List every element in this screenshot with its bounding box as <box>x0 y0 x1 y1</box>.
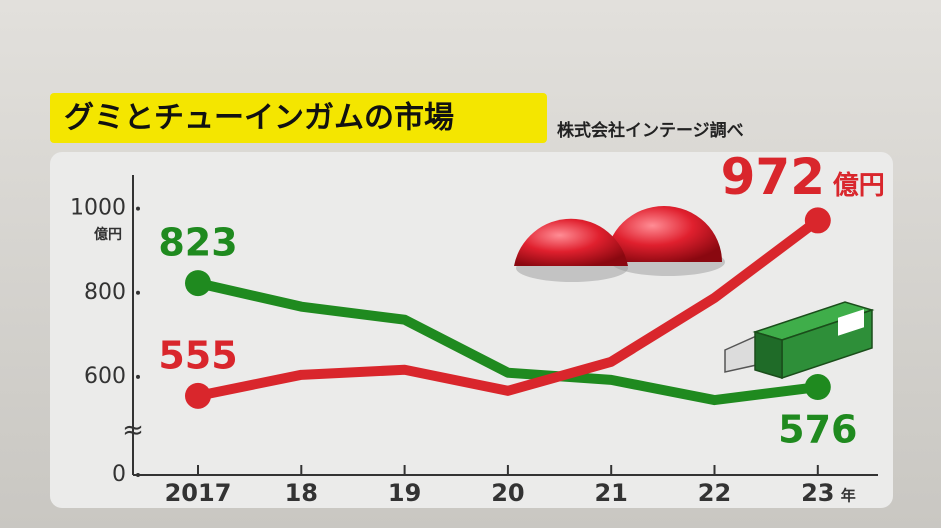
y-tick-label: 1000 <box>70 196 126 221</box>
x-tick-label: 20 <box>491 479 524 507</box>
x-tick-label: 2017 <box>165 479 232 507</box>
gum-illustration <box>724 301 875 380</box>
y-tick-label: 800 <box>84 280 126 305</box>
data-label-unit: 億円 <box>833 171 885 201</box>
x-tick-label: 22 <box>698 479 731 507</box>
axis-break: ≈ <box>122 416 144 446</box>
data-label: 823 <box>158 221 237 265</box>
series-line <box>196 278 819 406</box>
point <box>804 207 831 234</box>
y-tick <box>136 374 140 379</box>
x-tick-label: 18 <box>285 479 318 507</box>
gummy-illustration <box>514 206 725 282</box>
x-tick-label: 21 <box>594 479 627 507</box>
y-tick <box>136 290 140 295</box>
y-tick-label: 600 <box>84 364 126 389</box>
data-label: 576 <box>778 408 857 452</box>
x-unit: 年 <box>841 487 856 505</box>
y-tick <box>136 473 140 477</box>
point <box>185 382 211 409</box>
x-tick-label: 19 <box>388 479 421 507</box>
y-unit: 億円 <box>94 226 122 243</box>
data-label: 972 <box>721 148 825 206</box>
source: 株式会社インテージ調べ <box>557 120 744 141</box>
chart-title: グミとチューインガムの市場 <box>64 101 454 136</box>
point <box>185 270 211 297</box>
point <box>804 374 831 401</box>
series-line <box>197 216 821 401</box>
x-tick-label: 23 <box>801 479 834 507</box>
y-tick <box>136 206 140 211</box>
data-label: 555 <box>158 333 237 377</box>
title-box <box>50 93 547 143</box>
y-tick-label: 0 <box>112 462 126 487</box>
